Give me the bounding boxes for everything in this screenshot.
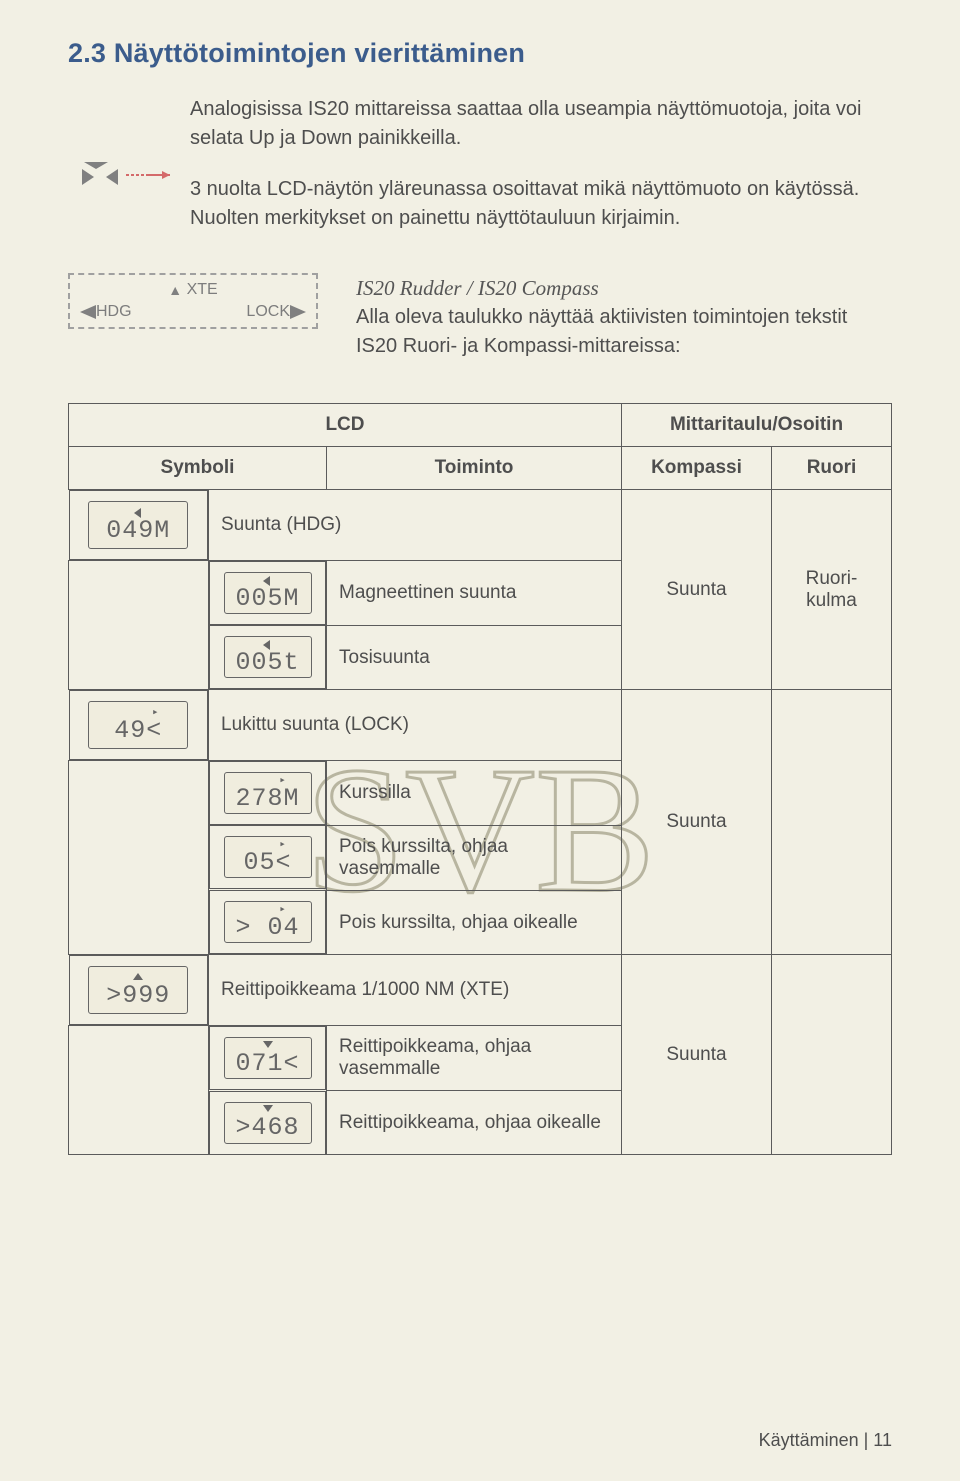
th-kompassi: Kompassi: [621, 447, 771, 490]
row-xte-label: Reittipoikkeama 1/1000 NM (XTE): [209, 955, 622, 1026]
th-toiminto: Toiminto: [327, 447, 622, 490]
th-symboli: Symboli: [69, 447, 327, 490]
row-hdg-label: Suunta (HDG): [209, 490, 622, 561]
rudder-title: IS20 Rudder / IS20 Compass: [356, 273, 892, 303]
intro-paragraph-2: 3 nuolta LCD-näytön yläreunassa osoittav…: [190, 175, 892, 233]
function-table: LCD Mittaritaulu/Osoitin Symboli Toimint…: [68, 403, 892, 1155]
kompassi-suunta-3: Suunta: [621, 955, 771, 1155]
row-oncourse-label: Kurssilla: [327, 761, 622, 826]
arrow-icons-graphic: [68, 95, 172, 255]
rudder-paragraph: Alla oleva taulukko näyttää aktiivisten …: [356, 303, 892, 361]
triangle-left-icon: [80, 305, 96, 319]
lcd-legend-box: ▲ XTE HDG LOCK: [68, 273, 318, 329]
th-ruori: Ruori: [771, 447, 891, 490]
ruori-kulma: Ruori-kulma: [771, 490, 891, 690]
intro-paragraph-1: Analogisissa IS20 mittareissa saattaa ol…: [190, 95, 892, 153]
lcd-true-icon: 005t: [224, 636, 312, 678]
th-lcd: LCD: [69, 404, 622, 447]
lcd-xteright-icon: >468: [224, 1102, 312, 1144]
row-true-label: Tosisuunta: [327, 625, 622, 690]
triangle-right-icon: [290, 305, 306, 319]
legend-xte: XTE: [187, 281, 218, 299]
lcd-xte-icon: >999: [88, 966, 188, 1014]
row-xteright-label: Reittipoikkeama, ohjaa oikealle: [327, 1091, 622, 1155]
lcd-mag-icon: 005M: [224, 572, 312, 614]
lcd-oncourse-icon: ▸ 278M: [224, 772, 312, 814]
lcd-hdg-icon: 049M: [88, 501, 188, 549]
row-lock-label: Lukittu suunta (LOCK): [209, 690, 622, 761]
th-osoitin: Mittaritaulu/Osoitin: [621, 404, 891, 447]
row-offright-label: Pois kurssilta, ohjaa oikealle: [327, 890, 622, 955]
section-title: 2.3 Näyttötoimintojen vierittäminen: [68, 38, 892, 69]
legend-lock: LOCK: [246, 303, 290, 321]
row-mag-label: Magneettinen suunta: [327, 561, 622, 626]
arrow-pointer-icon: [68, 155, 172, 195]
kompassi-suunta-1: Suunta: [621, 490, 771, 690]
lcd-xteleft-icon: 071<: [224, 1037, 312, 1079]
page-footer: Käyttäminen | 11: [759, 1430, 892, 1451]
lcd-lock-icon: ▸ 49<: [88, 701, 188, 749]
row-offleft-label: Pois kurssilta, ohjaa vasemmalle: [327, 825, 622, 890]
legend-hdg: HDG: [96, 303, 132, 321]
lcd-offleft-icon: ▸ 05<: [224, 836, 312, 878]
row-xteleft-label: Reittipoikkeama, ohjaa vasemmalle: [327, 1026, 622, 1091]
lcd-offright-icon: ▸ > 04: [224, 901, 312, 943]
kompassi-suunta-2: Suunta: [621, 690, 771, 955]
